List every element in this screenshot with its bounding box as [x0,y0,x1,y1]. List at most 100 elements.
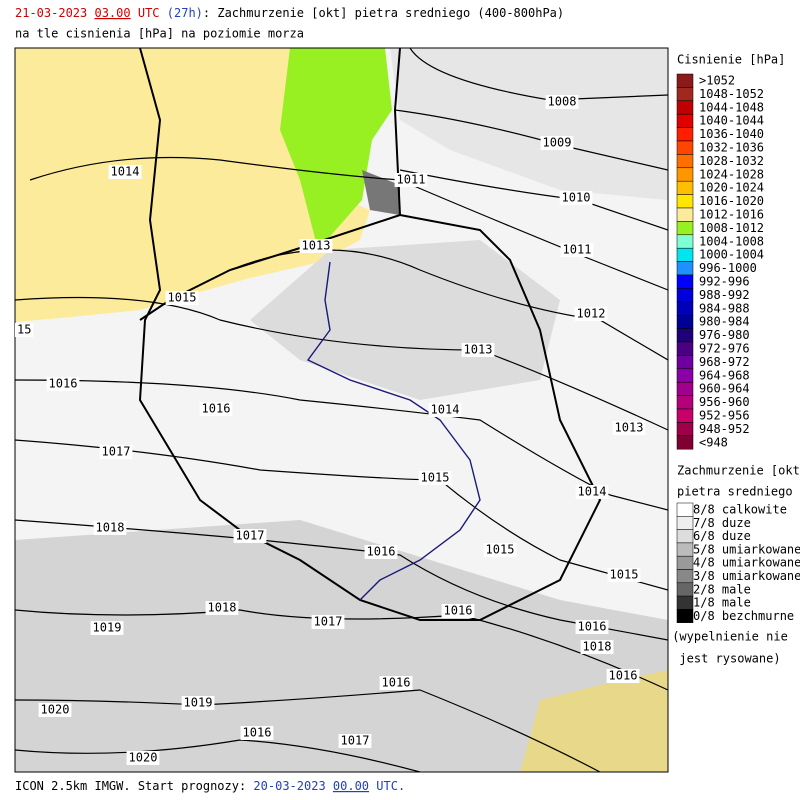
pressure-swatch [676,234,694,249]
pressure-legend-label: 996-1000 [699,261,757,275]
footer: ICON 2.5km IMGW. Start prognozy: 20-03-2… [15,779,405,793]
pressure-legend-label: 1000-1004 [699,248,764,262]
pressure-legend-label: 1044-1048 [699,100,764,114]
isobar-label: 1016 [444,604,473,618]
pressure-swatch [676,261,694,276]
isobar-label-bg [311,615,345,629]
isobar-label-bg [108,165,142,179]
pressure-swatch [676,288,694,303]
pressure-legend-label: 1012-1016 [699,208,764,222]
pressure-legend-label: 992-996 [699,275,750,289]
cloud-swatch [676,529,694,544]
isobar-label-bg [233,529,267,543]
isobar-label-bg [483,543,517,557]
cloud-legend-subtitle: pietra sredniego [677,485,793,499]
pressure-legend-label: 964-968 [699,368,750,382]
isobar-label: 1015 [486,543,515,557]
cloud-legend-label: 6/8 duze [693,529,751,543]
isobar-label-bg [199,402,233,416]
isobar-label-bg [575,485,609,499]
pressure-swatch [676,154,694,169]
header-lead: (27h) [167,6,203,20]
isobar-label: 1019 [184,696,213,710]
pressure-legend-title: Cisnienie [hPa] [677,53,785,67]
isobar-label: 1016 [382,676,411,690]
isobar-label-bg [606,669,640,683]
cloud-swatch [676,595,694,610]
pressure-legend-label: 972-976 [699,342,750,356]
isobar-label: 1011 [397,173,426,187]
cloud-swatch [676,502,694,517]
cloud-patch [362,170,400,215]
isobar-label-bg [559,191,593,205]
pressure-swatch [676,207,694,222]
isobar-label: 1016 [578,620,607,634]
isobar-label-bg [379,676,413,690]
pressure-swatch [676,422,694,437]
pressure-swatch [676,341,694,356]
isobar-label: 1013 [615,421,644,435]
pressure-legend-label: 1020-1024 [699,181,764,195]
pressure-legend-label: >1052 [699,74,735,88]
isobar-label-bg [560,243,594,257]
pressure-legend-label: 948-952 [699,422,750,436]
isobar-label-bg [181,696,215,710]
cloud-legend-label: 7/8 duze [693,516,751,530]
pressure-swatch [676,355,694,370]
header-line-1: 21-03-2023 03.00 UTC (27h): Zachmurzenie… [15,6,564,20]
pressure-swatch [676,274,694,289]
isobar-label: 1008 [548,95,577,109]
isobar-label-bg [428,403,462,417]
pressure-legend-label: 1036-1040 [699,127,764,141]
pressure-legend-label: 1008-1012 [699,221,764,235]
isobar-label: 1016 [243,726,272,740]
cloud-swatch [676,555,694,570]
isobar-label: 1017 [314,615,343,629]
map: 1008 1009 1010 1011 1011 1012 1013 1013 1013 1014… [14,47,669,773]
footer-text: ICON 2.5km IMGW. Start prognozy: [15,779,253,793]
pressure-swatch [676,87,694,102]
isobar-label-bg [205,601,239,615]
pressure-legend-label: 1032-1036 [699,141,764,155]
isobar-label: 1015 [168,291,197,305]
isobar-label: 1017 [236,529,265,543]
isobar-label: 1013 [302,239,331,253]
isobar-label-bg [46,377,80,391]
pressure-swatch [676,167,694,182]
isobar-label-bg [240,726,274,740]
isobar-label: 1020 [41,703,70,717]
cloud-legend-label: 1/8 male [693,596,751,610]
pressure-swatch [676,328,694,343]
pressure-legend-label: 1004-1008 [699,234,764,248]
pressure-swatch [676,301,694,316]
cloud-patch [390,48,668,200]
pressure-legend-label: 1016-1020 [699,194,764,208]
isobar-label: 1018 [208,601,237,615]
pressure-swatch [676,408,694,423]
isobar-label: 1018 [96,521,125,535]
cloud-swatch [676,609,694,623]
pressure-swatch [676,100,694,115]
isobar-label-bg [338,734,372,748]
pressure-area-1008 [280,48,392,250]
isobar-label-bg [364,545,398,559]
isobar-label-bg [90,621,124,635]
isobar-label-bg [580,640,614,654]
isobar-label-bg [165,291,199,305]
isobar-label-bg [299,239,333,253]
footer-date: 20-03-2023 [253,779,325,793]
map-frame [14,47,669,773]
header-hour: 03.00 [94,6,130,20]
pressure-legend-label: 980-984 [699,315,750,329]
cloud-legend-note: jest rysowane) [679,652,780,666]
header-subtitle: na tle cisnienia [hPa] na poziomie morza [15,27,304,41]
isobar-label-bg [394,173,428,187]
cloud-legend-title: Zachmurzenie [okt] [677,464,800,478]
pressure-swatch [676,127,694,142]
isobar-label: 1018 [583,640,612,654]
pressure-legend-label: <948 [699,435,728,449]
pressure-swatch [676,395,694,410]
pressure-swatch [676,180,694,195]
cloud-legend-label: 8/8 calkowite [693,503,787,517]
isobar-label: 1015 [421,471,450,485]
